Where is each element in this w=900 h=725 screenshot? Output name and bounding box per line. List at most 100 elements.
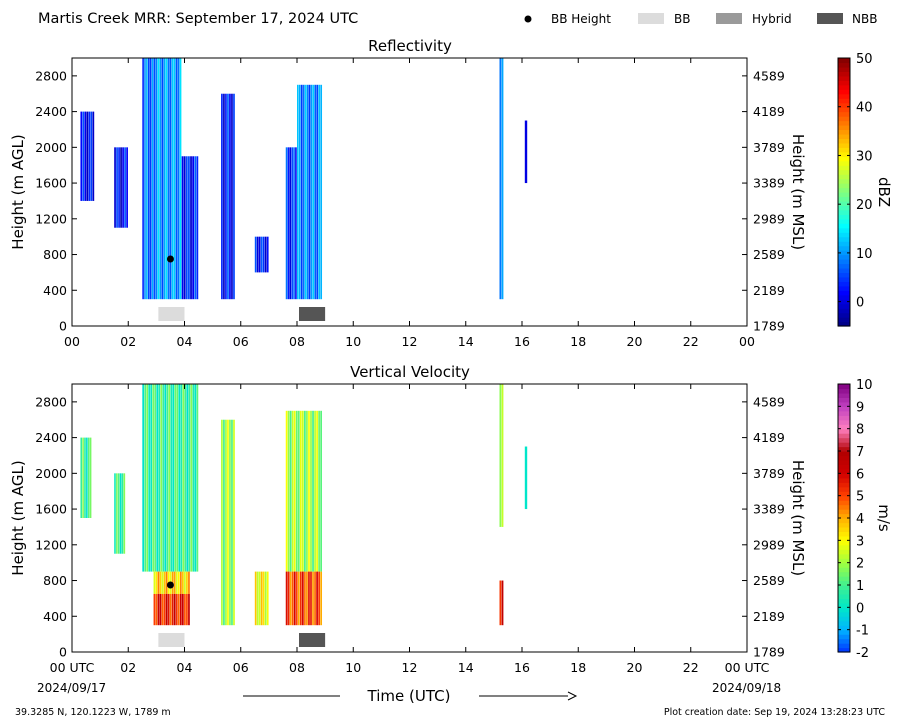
velocity-colorbar-segment <box>838 522 850 528</box>
start-date-label: 2024/09/17 <box>37 681 106 695</box>
reflectivity-echo-column <box>118 147 120 228</box>
reflectivity-colorbar-segment <box>838 321 850 327</box>
velocity-echo-column <box>162 384 165 572</box>
velocity-echo-column <box>148 384 151 572</box>
velocity-colorbar-segment <box>838 589 850 595</box>
velocity-echo-column <box>306 571 308 626</box>
velocity-colorbar-segment <box>838 611 850 617</box>
reflectivity-colorbar-segment <box>838 120 850 126</box>
velocity-x-tick-label: 00 UTC <box>50 660 95 675</box>
reflectivity-colorbar-segment <box>838 129 850 135</box>
reflectivity-y2-tick-label: 1789 <box>753 319 785 334</box>
reflectivity-colorbar-segment <box>838 196 850 202</box>
velocity-colorbar-segment <box>838 464 850 470</box>
reflectivity-colorbar-segment <box>838 93 850 99</box>
reflectivity-colorbar-segment <box>838 227 850 233</box>
reflectivity-colorbar-segment <box>838 317 850 323</box>
velocity-colorbar-segment <box>838 500 850 506</box>
velocity-echo-column <box>184 571 186 594</box>
velocity-y2label: Height (m MSL) <box>789 460 807 576</box>
reflectivity-y2label: Height (m MSL) <box>789 134 807 250</box>
reflectivity-colorbar-tick-label: 20 <box>856 198 873 213</box>
reflectivity-colorbar-segment <box>838 151 850 157</box>
reflectivity-y-tick-label: 0 <box>59 319 67 334</box>
velocity-colorbar-tick-label: 6 <box>856 467 864 482</box>
reflectivity-echo-column <box>501 58 504 300</box>
velocity-colorbar-segment <box>838 625 850 631</box>
reflectivity-echo-column <box>499 58 502 300</box>
reflectivity-echo-column <box>223 93 225 300</box>
velocity-colorbar-segment <box>838 643 850 649</box>
reflectivity-colorbar-segment <box>838 241 850 247</box>
velocity-echo-column <box>182 384 185 572</box>
velocity-colorbar-segment <box>838 638 850 644</box>
velocity-x-tick-label: 18 <box>570 660 586 675</box>
velocity-echo-column <box>182 571 184 594</box>
velocity-echo-column <box>190 384 193 572</box>
velocity-echo-column <box>165 571 168 594</box>
reflectivity-echo-column <box>181 156 184 300</box>
velocity-colorbar-segment <box>838 549 850 555</box>
reflectivity-y-ticks: 0 400 800 1200 1600 2000 2400 2800 <box>35 68 77 334</box>
reflectivity-echo-column <box>165 58 168 300</box>
velocity-x-tick-label: 02 <box>120 660 136 675</box>
reflectivity-colorbar-tick-label: 40 <box>856 101 873 116</box>
reflectivity-colorbar-segment <box>838 263 850 269</box>
velocity-echo-column <box>153 571 156 594</box>
velocity-echo-column <box>86 437 88 518</box>
reflectivity-x-tick-label: 16 <box>514 334 530 349</box>
reflectivity-colorbar-tick-label: 10 <box>856 247 873 262</box>
velocity-colorbar-segment <box>838 585 850 591</box>
reflectivity-echo-column <box>122 147 124 228</box>
velocity-echo-column <box>164 384 167 572</box>
velocity-echo-column <box>318 410 320 572</box>
velocity-echo-column <box>160 384 163 572</box>
velocity-echo-column <box>223 419 225 626</box>
velocity-colorbar-segment <box>838 473 850 479</box>
velocity-bb-bands <box>158 633 326 647</box>
velocity-echo-column <box>155 593 158 626</box>
velocity-colorbar-segment <box>838 518 850 524</box>
reflectivity-echo-column <box>157 58 160 300</box>
reflectivity-echo-column <box>84 111 87 201</box>
velocity-echo-column <box>258 571 261 626</box>
velocity-echo-column <box>82 437 84 518</box>
reflectivity-colorbar-segment <box>838 272 850 278</box>
velocity-echo-column <box>254 571 257 626</box>
velocity-colorbar-segment <box>838 629 850 635</box>
velocity-colorbar-segment <box>838 486 850 492</box>
reflectivity-colorbar-segment <box>838 200 850 206</box>
reflectivity-y2-tick-label: 3789 <box>753 140 785 155</box>
velocity-y2-tick-label: 2589 <box>753 573 785 588</box>
velocity-colorbar-tick-label: -2 <box>856 646 869 661</box>
reflectivity-echo-column <box>151 58 154 300</box>
velocity-y2-tick-label: 3389 <box>753 502 785 517</box>
velocity-echo-column <box>227 419 229 626</box>
reflectivity-echo-column <box>177 58 180 300</box>
reflectivity-echo-column <box>144 58 146 300</box>
legend-bb-swatch <box>638 13 664 24</box>
velocity-echo-column <box>266 571 269 626</box>
velocity-colorbar-tick-label: -1 <box>856 624 869 639</box>
velocity-echo-column <box>146 384 149 572</box>
reflectivity-colorbar-segment <box>838 89 850 95</box>
reflectivity-echo-column <box>114 147 116 228</box>
reflectivity-echo-column <box>295 147 297 300</box>
reflectivity-y2-tick-label: 2589 <box>753 247 785 262</box>
velocity-colorbar-segment <box>838 567 850 573</box>
legend-hybrid-swatch <box>716 13 742 24</box>
reflectivity-echo-column <box>297 84 299 300</box>
reflectivity-colorbar-segment <box>838 147 850 153</box>
velocity-echo-column <box>312 410 314 572</box>
velocity-echo-column <box>123 473 126 554</box>
reflectivity-echo-column <box>126 147 128 228</box>
velocity-echo-column <box>150 384 153 572</box>
velocity-colorbar-segment <box>838 571 850 577</box>
reflectivity-echo-column <box>173 58 176 300</box>
reflectivity-echo-column <box>318 84 321 300</box>
reflectivity-x-tick-label: 18 <box>570 334 586 349</box>
reflectivity-echo-column <box>196 156 199 300</box>
reflectivity-colorbar-segment <box>838 138 850 144</box>
velocity-colorbar-tick-label: 2 <box>856 557 864 572</box>
velocity-colorbar-segment <box>838 504 850 510</box>
